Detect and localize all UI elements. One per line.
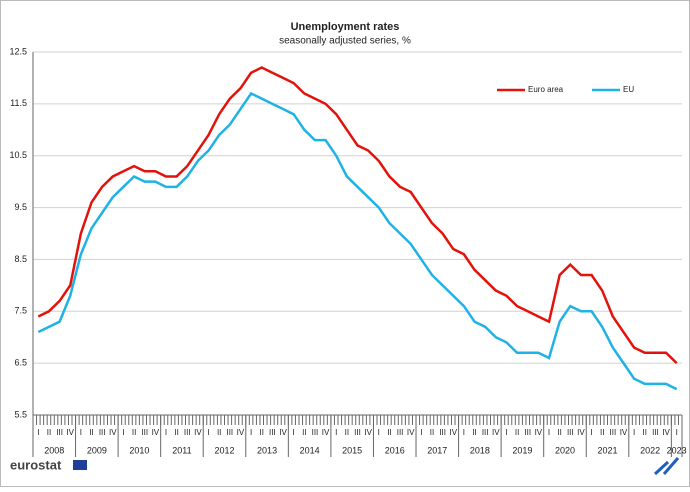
x-tick-label: I (378, 428, 380, 437)
x-tick-label: I (37, 428, 39, 437)
x-tick-label: III (610, 428, 617, 437)
x-tick-label: I (250, 428, 252, 437)
chart-title: Unemployment rates (291, 21, 400, 33)
year-label: 2009 (87, 445, 107, 455)
year-label: 2021 (598, 445, 618, 455)
x-tick-label: IV (492, 428, 500, 437)
x-tick-label: IV (620, 428, 628, 437)
legend-label: EU (623, 85, 634, 94)
x-tick-label: IV (237, 428, 245, 437)
y-tick-label: 6.5 (14, 358, 27, 368)
y-tick-label: 10.5 (9, 150, 27, 160)
x-tick-label: II (600, 428, 604, 437)
year-label: 2008 (44, 445, 64, 455)
x-tick-label: III (567, 428, 574, 437)
year-label: 2010 (129, 445, 149, 455)
x-tick-label: I (548, 428, 550, 437)
x-tick-label: IV (662, 428, 670, 437)
x-tick-label: II (174, 428, 178, 437)
chart-subtitle: seasonally adjusted series, % (279, 36, 411, 47)
year-label: 2015 (342, 445, 362, 455)
series-line (37, 66, 678, 365)
x-tick-label: II (557, 428, 561, 437)
series-line (37, 91, 678, 391)
x-tick-label: III (184, 428, 191, 437)
x-tick-label: IV (535, 428, 543, 437)
x-tick-label: IV (152, 428, 160, 437)
x-tick-label: IV (109, 428, 117, 437)
x-tick-label: III (397, 428, 404, 437)
y-tick-label: 11.5 (10, 98, 27, 108)
x-tick-label: III (524, 428, 531, 437)
x-tick-label: II (302, 428, 306, 437)
x-tick-label: II (643, 428, 647, 437)
x-tick-label: II (345, 428, 349, 437)
x-tick-label: I (590, 428, 592, 437)
logo-flag (73, 460, 87, 470)
x-tick-label: I (335, 428, 337, 437)
x-tick-label: IV (407, 428, 415, 437)
logo-mark (653, 457, 680, 476)
x-tick-label: I (463, 428, 465, 437)
x-tick-label: I (165, 428, 167, 437)
year-label: 2014 (300, 445, 320, 455)
year-label: 2011 (172, 445, 191, 455)
x-tick-label: I (80, 428, 82, 437)
x-tick-label: II (217, 428, 221, 437)
x-tick-label: IV (194, 428, 202, 437)
year-label: 2016 (385, 445, 405, 455)
year-label: 2020 (555, 445, 575, 455)
x-tick-label: II (430, 428, 434, 437)
x-tick-label: II (260, 428, 264, 437)
x-tick-label: II (472, 428, 476, 437)
x-tick-label: I (676, 428, 678, 437)
x-tick-label: I (122, 428, 124, 437)
logo: eurostat (10, 457, 62, 472)
x-tick-label: III (652, 428, 659, 437)
y-tick-label: 9.5 (14, 202, 27, 212)
x-tick-label: IV (322, 428, 330, 437)
x-tick-label: III (56, 428, 63, 437)
year-label: 2023 (667, 445, 687, 455)
year-label: 2018 (470, 445, 490, 455)
x-tick-label: IV (364, 428, 372, 437)
y-tick-label: 8.5 (14, 254, 27, 264)
x-tick-label: IV (577, 428, 585, 437)
x-tick-label: I (207, 428, 209, 437)
x-tick-label: IV (66, 428, 74, 437)
x-tick-label: III (226, 428, 233, 437)
x-tick-label: II (387, 428, 391, 437)
x-tick-label: III (354, 428, 361, 437)
year-label: 2022 (640, 445, 660, 455)
x-tick-label: III (439, 428, 446, 437)
x-tick-label: III (141, 428, 148, 437)
x-tick-label: II (89, 428, 93, 437)
y-tick-label: 12.5 (9, 46, 27, 56)
x-tick-label: IV (449, 428, 457, 437)
x-tick-label: I (633, 428, 635, 437)
year-label: 2013 (257, 445, 277, 455)
x-tick-label: II (515, 428, 519, 437)
year-label: 2012 (214, 445, 234, 455)
year-label: 2017 (427, 445, 447, 455)
x-tick-label: III (312, 428, 319, 437)
x-tick-label: III (482, 428, 489, 437)
y-tick-label: 7.5 (14, 306, 27, 316)
x-tick-label: I (505, 428, 507, 437)
x-tick-label: I (420, 428, 422, 437)
y-tick-label: 5.5 (14, 409, 27, 419)
x-tick-label: I (293, 428, 295, 437)
legend-label: Euro area (528, 85, 564, 94)
x-tick-label: IV (279, 428, 287, 437)
x-tick-label: III (99, 428, 106, 437)
x-tick-label: III (269, 428, 276, 437)
x-tick-label: II (132, 428, 136, 437)
year-label: 2019 (512, 445, 532, 455)
x-tick-label: II (47, 428, 51, 437)
